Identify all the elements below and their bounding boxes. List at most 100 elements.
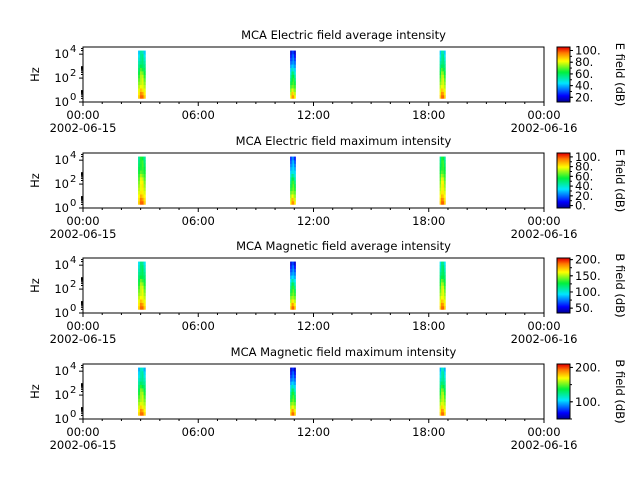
spectrogram-cell	[439, 278, 442, 283]
spectrogram-cell	[141, 306, 144, 310]
x-date-label: 2002-06-15	[50, 332, 117, 346]
spectrogram-cell	[292, 60, 295, 65]
spectrogram-cell	[443, 67, 446, 72]
spectrogram-cell	[139, 282, 143, 286]
spectrogram-cell	[141, 381, 144, 385]
spectrogram-cell	[138, 95, 141, 99]
spectrogram-cell	[292, 408, 295, 413]
colorbar-segment	[557, 274, 570, 276]
colorbar-tick-label: 100.	[575, 285, 601, 299]
spectrogram-cell	[290, 74, 292, 79]
spectrogram-cell	[292, 285, 295, 290]
spectrogram-cell	[443, 197, 446, 202]
colorbar-segment	[557, 405, 570, 407]
spectrogram-cell	[290, 67, 292, 72]
spectrogram-cell	[290, 275, 292, 279]
spectrogram-cell	[292, 64, 295, 68]
colorbar-segment	[557, 264, 570, 266]
spectrogram-cell	[292, 282, 295, 286]
spectrogram-cell	[441, 271, 443, 276]
y-tick-exponent: 0	[70, 409, 76, 420]
x-tick-label: 18:00	[412, 425, 445, 439]
spectrogram-cell	[291, 275, 294, 279]
spectrogram-cell	[292, 391, 295, 396]
spectrogram-cell	[439, 271, 442, 276]
spectrogram-cell	[441, 95, 443, 99]
spectrogram-cell	[143, 201, 146, 205]
spectrogram-cell	[442, 60, 445, 65]
spectrogram-cell	[290, 384, 292, 389]
spectrogram-cell	[441, 57, 443, 62]
spectrogram-cell	[294, 295, 296, 300]
colorbar-frame	[556, 152, 571, 209]
y-tick-label: 10	[54, 153, 69, 167]
spectrogram-cell	[141, 71, 144, 75]
spectrogram-cell	[443, 77, 446, 82]
colorbar-segment	[557, 175, 570, 178]
spectrogram-cell	[292, 401, 295, 406]
colorbar-segment	[557, 87, 570, 89]
spectrogram-cell	[292, 295, 295, 300]
spectrogram-cell	[292, 377, 295, 382]
colorbar-segment	[557, 194, 570, 196]
spectrogram-cell	[292, 194, 295, 198]
spectrogram-cell	[292, 374, 295, 379]
colorbar-segment	[557, 159, 570, 161]
spectrogram-cell	[439, 60, 442, 65]
spectrogram-cell	[443, 177, 446, 181]
spectrogram-cell	[290, 77, 292, 82]
spectrogram-cell	[443, 60, 446, 65]
colorbar-segment	[557, 188, 570, 191]
spectrogram-cell	[442, 173, 445, 178]
colorbar-segment	[557, 413, 570, 415]
spectrogram-cell	[291, 306, 294, 310]
spectrogram-cell	[143, 67, 146, 72]
colorbar-segment	[557, 181, 570, 183]
spectrogram-cell	[290, 282, 292, 286]
colorbar-segment	[557, 364, 570, 366]
y-tick-exponent: 2	[70, 174, 76, 185]
spectrogram-cell	[143, 306, 146, 310]
spectrogram-cell	[291, 84, 294, 89]
colorbar-frame	[556, 46, 571, 103]
spectrogram-cell	[294, 408, 296, 413]
spectrogram-cell	[294, 412, 296, 416]
y-tick-exponent: 4	[70, 150, 76, 161]
colorbar-segment	[557, 387, 570, 390]
colorbar-segment	[557, 60, 570, 63]
spectrogram-cell	[291, 81, 294, 86]
spectrogram-cell	[443, 292, 446, 297]
spectrogram-cell	[143, 261, 146, 266]
colorbar-segment	[557, 84, 570, 86]
spectrogram-cell	[439, 50, 442, 55]
spectrogram-cell	[442, 177, 445, 181]
spectrogram-cell	[139, 285, 143, 290]
spectrogram-cell	[143, 271, 146, 276]
spectrogram-cell	[143, 64, 146, 68]
spectrogram-cell	[291, 282, 294, 286]
colorbar-segment	[557, 163, 570, 165]
spectrogram-cell	[441, 91, 443, 96]
colorbar-segment	[557, 80, 570, 82]
spectrogram-cell	[290, 64, 292, 68]
colorbar-segment	[557, 157, 570, 159]
axes-frame	[82, 257, 545, 314]
colorbar-segment	[557, 184, 570, 186]
data-burst-1	[138, 50, 146, 99]
y-tick-label: 10	[54, 258, 69, 272]
y-tick-exponent: 4	[70, 44, 76, 55]
spectrogram-cell	[443, 81, 446, 86]
spectrogram-cell	[294, 371, 296, 375]
x-tick-label: 12:00	[297, 108, 330, 122]
spectrogram-cell	[442, 88, 445, 92]
spectrogram-cell	[139, 401, 143, 406]
spectrogram-cell	[143, 295, 146, 300]
spectrogram-cell	[442, 278, 445, 283]
colorbar-segment	[557, 417, 570, 419]
colorbar-segment	[557, 371, 570, 373]
spectrogram-cell	[290, 170, 292, 174]
spectrogram-cell	[290, 302, 292, 307]
spectrogram-cell	[294, 398, 296, 403]
colorbar-segment	[557, 49, 570, 52]
spectrogram-cell	[291, 160, 294, 164]
